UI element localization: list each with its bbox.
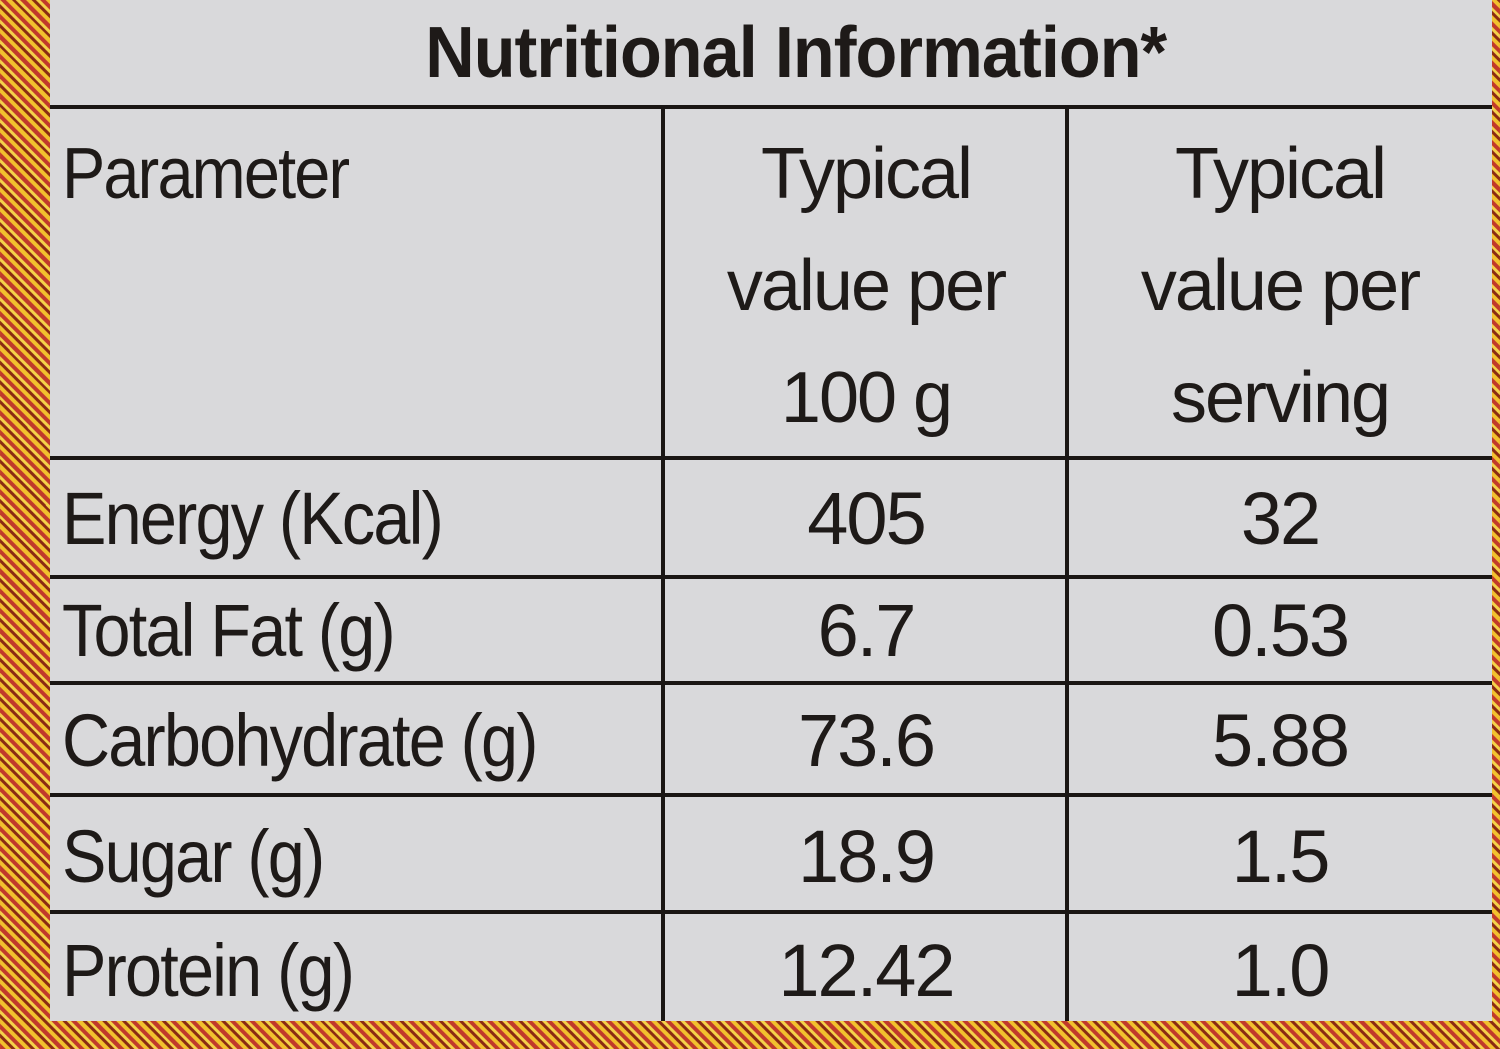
row-divider (50, 793, 1492, 797)
table-row-per100g: 6.7 (817, 589, 917, 672)
header-per-serving: Typical value per serving (1140, 134, 1421, 438)
table-row-per100g: 12.42 (778, 929, 955, 1012)
table-row-perserving: 0.53 (1211, 589, 1350, 672)
table-row-param: Carbohydrate (g) (62, 699, 538, 782)
column-divider (661, 107, 665, 1021)
row-divider (50, 456, 1492, 460)
table-row-perserving: 32 (1240, 477, 1321, 560)
header-divider (50, 105, 1492, 109)
row-divider (50, 681, 1492, 685)
row-divider (50, 575, 1492, 579)
table-row-perserving: 1.5 (1231, 815, 1331, 898)
row-divider (50, 910, 1492, 914)
table-row-perserving: 1.0 (1231, 929, 1331, 1012)
table-row-param: Total Fat (g) (62, 589, 396, 672)
table-row-per100g: 73.6 (797, 699, 936, 782)
header-parameter: Parameter (62, 134, 350, 214)
nutrition-label: Nutritional Information* Parameter Typic… (50, 0, 1492, 1021)
table-row-per100g: 18.9 (797, 815, 936, 898)
table-row-param: Energy (Kcal) (62, 477, 444, 560)
label-title: Nutritional Information* (425, 13, 1167, 93)
header-per-100g: Typical value per 100 g (726, 134, 1007, 438)
table-row-param: Sugar (g) (62, 815, 325, 898)
column-divider (1065, 107, 1069, 1021)
table-row-per100g: 405 (807, 477, 926, 560)
table-row-param: Protein (g) (62, 929, 355, 1012)
table-row-perserving: 5.88 (1211, 699, 1350, 782)
